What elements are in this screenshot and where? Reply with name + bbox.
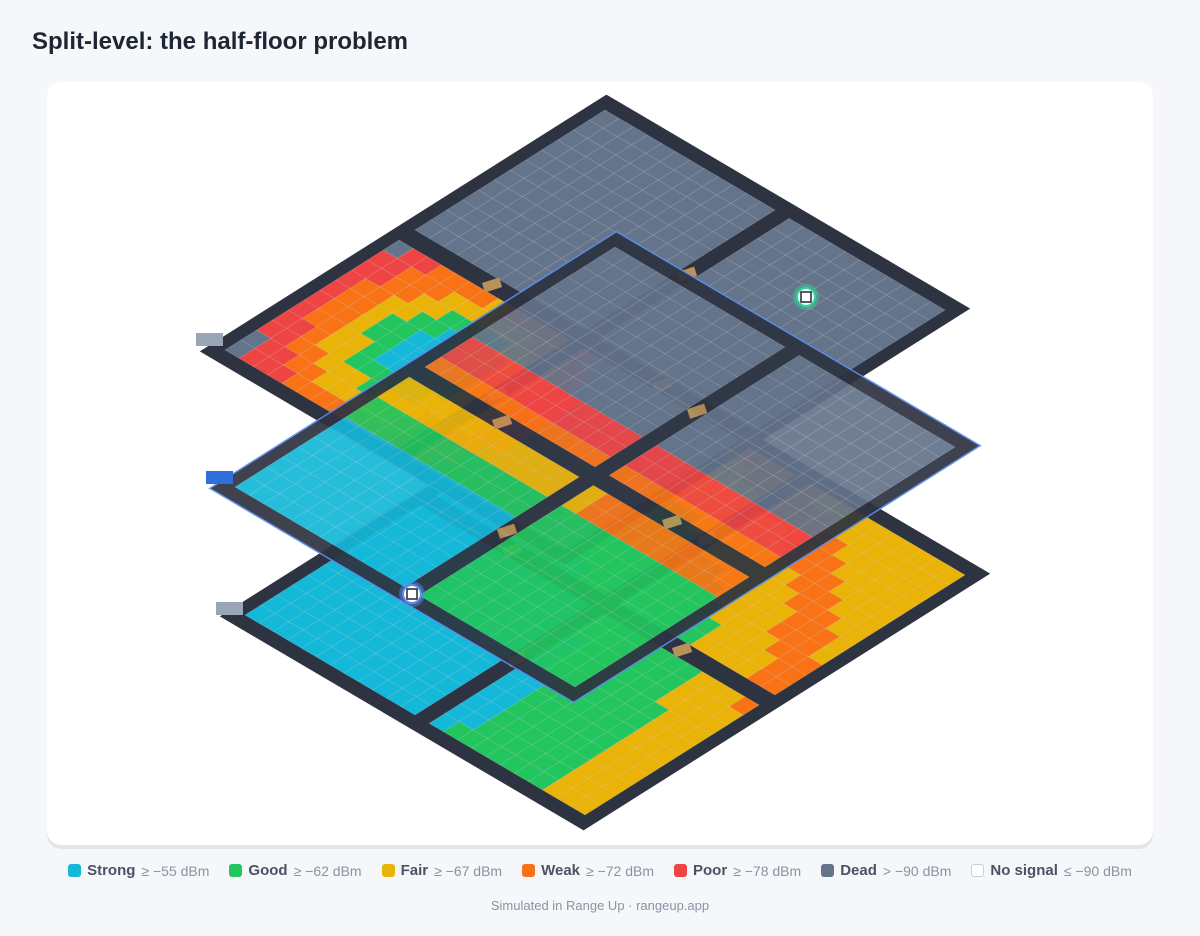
heat-cell (728, 696, 760, 716)
heat-cell (924, 438, 956, 458)
doorway (496, 523, 518, 539)
ap-icon (406, 588, 418, 600)
legend-swatch (971, 864, 985, 877)
legend-threshold: ≥ −62 dBm (293, 862, 362, 879)
legend-item: Poor ≥ −78 dBm (674, 862, 801, 879)
legend-swatch (674, 864, 688, 877)
legend-swatch (821, 864, 835, 877)
legend-name: Weak (541, 862, 581, 879)
legend: Strong ≥ −55 dBm Good ≥ −62 dBm Fair ≥ −67 dB… (0, 862, 1200, 879)
legend-item: Fair ≥ −67 dBm (381, 862, 503, 879)
legend-name: Fair (400, 862, 429, 879)
legend-swatch (229, 864, 243, 877)
legend-threshold: ≥ −67 dBm (434, 862, 503, 879)
legend-name: Good (248, 862, 288, 879)
floor-tab[interactable] (216, 602, 243, 615)
heat-cell (754, 338, 786, 358)
legend-threshold: > −90 dBm (882, 862, 952, 879)
legend-swatch (381, 864, 395, 877)
floor (208, 230, 982, 704)
footer: Simulated in Range Up · rangeup.app (490, 898, 710, 913)
legend-item: Good ≥ −62 dBm (229, 862, 362, 879)
floor-tab[interactable] (206, 471, 233, 484)
legend-swatch (68, 864, 82, 877)
heat-cell (718, 568, 750, 588)
floor-outline (208, 230, 982, 704)
access-point (796, 287, 816, 307)
legend-item: Strong ≥ −55 dBm (68, 862, 209, 879)
access-point (402, 584, 422, 604)
legend-item: Dead > −90 dBm (821, 862, 951, 879)
heat-cell (934, 566, 966, 586)
heat-cell (548, 468, 580, 488)
doorway (481, 277, 503, 293)
doorway (491, 414, 513, 430)
legend-name: No signal (990, 862, 1058, 879)
legend-item: No signal ≤ −90 dBm (971, 862, 1132, 879)
floor-tab[interactable] (196, 333, 223, 346)
legend-threshold: ≥ −78 dBm (733, 862, 802, 879)
floor-stack (196, 94, 991, 831)
legend-item: Weak ≥ −72 dBm (522, 862, 654, 879)
heat-cell (914, 301, 946, 321)
heat-cell (744, 201, 776, 221)
legend-threshold: ≥ −72 dBm (586, 862, 655, 879)
ap-icon (800, 291, 812, 303)
legend-threshold: ≤ −90 dBm (1063, 862, 1132, 879)
doorway (686, 403, 708, 419)
legend-name: Dead (840, 862, 877, 879)
legend-swatch (522, 864, 536, 877)
title: Split-level: the half-floor problem (32, 28, 409, 55)
doorway (661, 514, 683, 530)
legend-name: Poor (693, 862, 728, 879)
doorway (671, 642, 693, 658)
legend-name: Strong (87, 862, 136, 879)
legend-threshold: ≥ −55 dBm (141, 862, 210, 879)
